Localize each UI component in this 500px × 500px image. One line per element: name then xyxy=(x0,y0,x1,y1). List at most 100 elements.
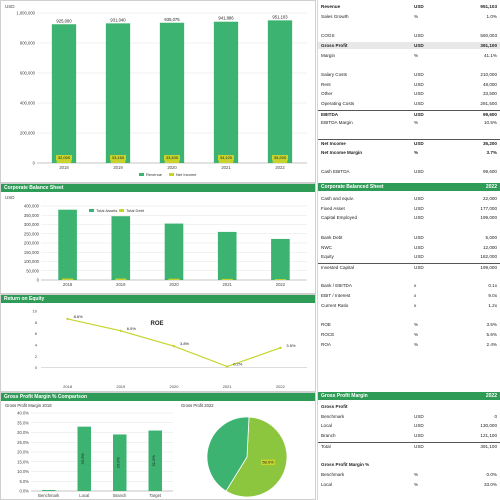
y-tick-label: 0 xyxy=(35,365,38,370)
row-label: COGS xyxy=(321,33,335,39)
y-tick-label: 35.0% xyxy=(17,420,29,425)
row-unit: USD xyxy=(414,443,424,449)
x-tick-label: Local xyxy=(79,493,89,498)
y-tick-label: 25.0% xyxy=(17,440,29,445)
gross-profit-pie-chart: Gross Profit 2022 58.0% xyxy=(181,403,288,498)
legend-label: Total Assets xyxy=(96,208,117,213)
table-row: Revenue USD 951,103 xyxy=(318,3,500,10)
data-label: 34,120 xyxy=(220,155,233,160)
y-tick-label: 400,000 xyxy=(24,204,40,209)
row-label: Gross Profit xyxy=(321,404,348,409)
data-label: 32,000 xyxy=(58,155,71,160)
row-label: Gross Profit xyxy=(321,42,348,48)
legend-label: Net Income xyxy=(176,172,197,177)
table-row: COGS USD 560,003 xyxy=(318,32,500,39)
row-unit: USD xyxy=(414,264,424,270)
balance-table-header: Corporate Balanced Sheet 2022 xyxy=(318,183,500,191)
row-label: Cash and equiv. xyxy=(321,196,354,201)
legend-label: Total Debt xyxy=(126,208,145,213)
row-unit: USD xyxy=(414,423,424,429)
row-label: Invested Capital xyxy=(321,264,354,270)
row-value: 291,500 xyxy=(480,101,497,106)
table-row: Rent USD 48,000 xyxy=(318,81,500,88)
revenue-chart-panel: USD 0 200,000 400,000 600,000 800,000 1,000,00… xyxy=(0,0,316,183)
table-row: Fixed Asset USD 177,000 xyxy=(318,205,500,212)
bar-2022 xyxy=(271,238,290,280)
y-tick-label: 50,000 xyxy=(26,268,39,273)
row-label: NWC xyxy=(321,244,332,250)
row-value: 22,000 xyxy=(482,196,497,201)
row-label: Fixed Asset xyxy=(321,205,345,211)
bar-secondary-2018 xyxy=(56,158,72,163)
row-label: Gross Profit Margin % xyxy=(321,462,370,468)
balance-chart: USD 0 50,000 100,000 150,000 200,000 250,000 30… xyxy=(5,195,307,287)
x-tick-label: Target xyxy=(149,493,161,498)
bar-Local xyxy=(77,426,91,491)
bar-2021 xyxy=(213,21,239,164)
roe-point xyxy=(172,344,176,348)
table-row: Cash EBITDA USD 99,600 xyxy=(318,168,500,175)
y-tick-label: 20.0% xyxy=(17,450,29,455)
row-label: Current Ratio xyxy=(321,302,349,308)
roe-point xyxy=(119,329,123,333)
table-row: EBITDA USD 99,600 xyxy=(318,109,500,118)
table-row: Local% 33.0% xyxy=(318,481,500,488)
y-tick-label: 15.0% xyxy=(17,459,29,464)
row-label: Sales Growth xyxy=(321,13,349,19)
bar-secondary-2019 xyxy=(115,278,127,280)
table-row: ROA% 2.4% xyxy=(318,341,500,348)
table-row: Gross Profit xyxy=(318,403,500,410)
row-unit: USD xyxy=(414,4,424,9)
data-label: 58.0% xyxy=(262,460,274,465)
data-label: 925,000 xyxy=(56,18,72,23)
x-tick-label: 2018 xyxy=(63,384,73,389)
row-label: Operating Costs xyxy=(321,101,355,106)
y-tick-label: 30.0% xyxy=(17,430,29,435)
table-row: Gross Profit USD 391,100 xyxy=(318,41,500,49)
table-row xyxy=(318,22,500,29)
table-row: Total USD 391,100 xyxy=(318,441,500,450)
row-unit: x xyxy=(414,283,417,289)
row-label: Rent xyxy=(321,81,331,87)
row-unit: USD xyxy=(414,433,424,439)
row-unit: USD xyxy=(414,413,424,419)
row-value: 199,000 xyxy=(480,215,497,221)
y-tick-label: 600,000 xyxy=(20,71,36,76)
bar-2019 xyxy=(105,23,131,163)
y-tick-label: 8 xyxy=(35,320,38,325)
bar-secondary-2019 xyxy=(110,158,126,163)
balance-chart-title: Corporate Balance Sheet xyxy=(4,185,64,191)
row-value: 99,600 xyxy=(482,168,497,174)
row-label: Cash EBITDA xyxy=(321,168,350,174)
legend-swatch xyxy=(139,173,144,176)
row-value: 3.7% xyxy=(486,149,497,155)
row-unit: USD xyxy=(414,42,424,48)
gross-table-title: Gross Profit Margin xyxy=(321,393,368,399)
bar-2020 xyxy=(164,223,184,280)
row-value: 0 xyxy=(494,413,497,419)
row-label: EBITDA Margin xyxy=(321,120,353,126)
table-row: Net Income USD 35,200 xyxy=(318,138,500,147)
roe-point xyxy=(279,346,282,350)
data-label: 935,075 xyxy=(164,17,180,22)
row-unit: USD xyxy=(414,91,424,97)
table-row: Current Ratio x 1.2x xyxy=(318,302,500,309)
table-row xyxy=(318,273,500,280)
balance-chart-panel: Corporate Balance Sheet USD 0 50,000 100,00… xyxy=(0,183,316,294)
row-value: 1.0% xyxy=(486,13,497,19)
row-unit: % xyxy=(414,481,419,487)
row-value: 121,100 xyxy=(480,433,497,439)
row-label: Bank / EBITDA xyxy=(321,283,352,289)
row-unit: USD xyxy=(414,71,424,77)
data-label-bg xyxy=(110,155,126,161)
row-label: Local xyxy=(321,423,332,429)
row-unit: USD xyxy=(414,254,424,260)
data-label: 3.8% xyxy=(180,341,190,346)
row-value: 5,000 xyxy=(485,234,498,240)
row-label: Equity xyxy=(321,254,334,260)
y-tick-label: 150,000 xyxy=(24,250,40,255)
gross-profit-table: Gross Profit Benchmark USD 0 Local USD 130,000… xyxy=(318,403,500,500)
data-label-bg xyxy=(56,155,72,161)
table-row: Equity USD 182,000 xyxy=(318,253,500,260)
balance-table-year: 2022 xyxy=(485,184,497,190)
